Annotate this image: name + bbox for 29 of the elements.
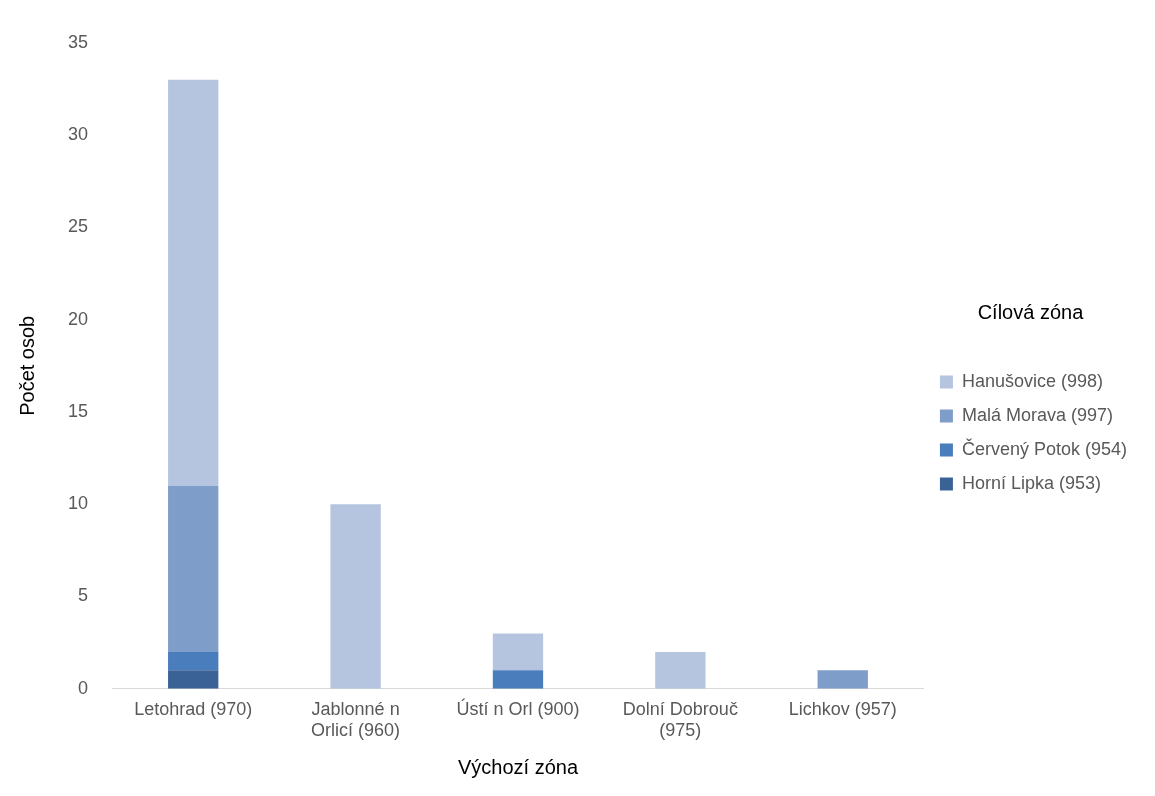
x-tick-label: Dolní Dobrouč (975): [622, 698, 738, 741]
legend-title: Cílová zóna: [977, 300, 1085, 323]
x-tick-label: Ústí n Orl (900): [456, 697, 580, 719]
bar: [168, 651, 219, 671]
bar: [168, 79, 219, 486]
bar: [492, 670, 544, 689]
legend-label: Červený Potok (954): [961, 437, 1127, 459]
legend-label: Horní Lipka (953): [961, 472, 1101, 493]
y-tick-label: 15: [67, 400, 89, 421]
y-tick-label: 35: [67, 31, 89, 52]
y-axis-title: Počet osob: [15, 315, 38, 416]
legend-label: Hanušovice (998): [961, 370, 1103, 391]
bar: [168, 485, 219, 652]
y-tick-label: 0: [78, 677, 89, 698]
x-tick-label: Lichkov (957): [788, 698, 897, 719]
y-tick-label: 10: [67, 493, 89, 514]
x-axis-title: Výchozí zóna: [457, 755, 579, 778]
y-tick-label: 30: [67, 124, 89, 145]
y-tick-label: 5: [78, 585, 89, 606]
x-tick-label: Letohrad (970): [134, 698, 253, 719]
bar: [655, 651, 706, 689]
bar: [330, 504, 381, 689]
x-tick-label: Jablonné n Orlicí (960): [311, 698, 401, 741]
legend-label: Malá Morava (997): [961, 404, 1113, 425]
bar: [168, 670, 219, 689]
bar: [817, 670, 868, 689]
y-tick-label: 25: [67, 216, 89, 237]
y-tick-label: 20: [67, 308, 89, 329]
bar: [492, 633, 544, 671]
